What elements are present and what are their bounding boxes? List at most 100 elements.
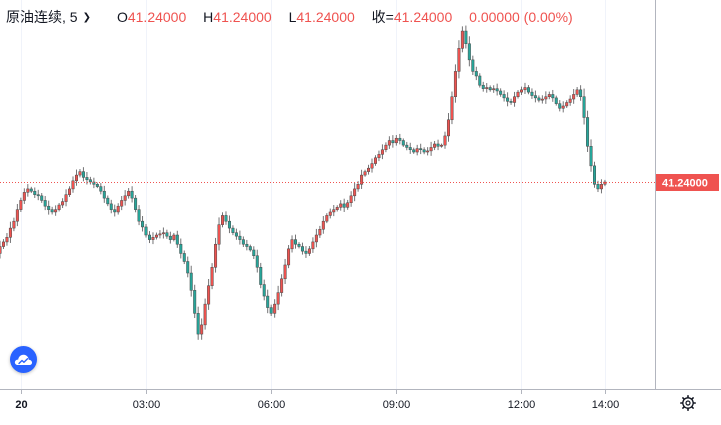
candle <box>234 228 238 240</box>
candle <box>144 223 148 238</box>
candle <box>50 206 54 215</box>
candle <box>116 203 120 215</box>
time-tick-label: 09:00 <box>383 399 411 411</box>
candle-body <box>43 200 47 207</box>
tradingview-cloud-icon[interactable] <box>10 346 37 373</box>
candle-body <box>593 165 597 185</box>
candle-body <box>210 267 214 286</box>
candle <box>516 90 520 99</box>
candle <box>582 88 586 125</box>
candle <box>189 265 193 297</box>
candle <box>255 249 259 273</box>
candle <box>64 189 68 207</box>
candle-body <box>85 177 89 180</box>
candle-body <box>307 248 311 254</box>
candle-body <box>130 190 134 199</box>
candle-body <box>12 220 16 229</box>
candle <box>36 189 40 201</box>
candle-body <box>238 235 242 240</box>
candle <box>280 274 284 297</box>
candle-body <box>134 197 138 210</box>
candle <box>464 25 468 49</box>
candle-body <box>54 209 58 213</box>
candle <box>391 135 395 148</box>
candle-body <box>259 267 263 285</box>
candle <box>481 81 485 92</box>
candle <box>85 171 89 185</box>
candle <box>457 40 461 79</box>
candle-body <box>401 140 405 146</box>
last-price-badge: 41.24000 <box>656 174 719 191</box>
candle <box>210 263 214 290</box>
candle <box>495 83 499 96</box>
candle <box>565 100 569 108</box>
candle-body <box>339 203 343 208</box>
candle <box>589 139 593 172</box>
candle <box>57 202 61 212</box>
candle-body <box>283 264 287 280</box>
price-axis[interactable] <box>656 0 721 389</box>
candle-body <box>363 171 367 176</box>
candle <box>318 225 322 238</box>
candle-body <box>558 103 562 109</box>
candle-body <box>342 203 346 208</box>
candle-body <box>481 84 485 89</box>
candle <box>196 306 200 340</box>
candle <box>540 95 544 104</box>
candle <box>120 195 124 211</box>
candles-layer <box>0 25 607 340</box>
candle <box>203 298 207 330</box>
candle <box>147 231 151 244</box>
candle-body <box>356 184 360 190</box>
candle <box>387 136 391 149</box>
candle-body <box>380 149 384 155</box>
candle-body <box>214 243 218 268</box>
candle <box>492 85 496 93</box>
candle-body <box>311 241 315 250</box>
candle <box>214 237 218 273</box>
candle-body <box>394 137 398 144</box>
candle-body <box>8 227 12 238</box>
candle-body <box>540 98 544 101</box>
candle-body <box>262 284 266 297</box>
candle <box>283 258 287 285</box>
candle <box>43 195 47 211</box>
candle <box>568 95 572 106</box>
candle-body <box>547 94 551 97</box>
candle-body <box>346 202 350 208</box>
candle <box>325 213 329 224</box>
candle-body <box>314 234 318 243</box>
candle-body <box>300 246 304 252</box>
candle-body <box>189 272 193 291</box>
candle <box>332 204 336 217</box>
candle-body <box>154 234 158 238</box>
candle-body <box>217 224 221 245</box>
candle <box>346 199 350 210</box>
candle <box>398 133 402 145</box>
candle <box>384 142 388 153</box>
candle <box>579 85 583 101</box>
gear-icon[interactable] <box>680 395 696 411</box>
candle <box>262 279 266 301</box>
candle <box>488 85 492 92</box>
candle-body <box>0 246 2 254</box>
candle-body <box>29 188 33 192</box>
chevron-down-icon[interactable]: ❯ <box>82 11 91 23</box>
change-value: 0.00000 (0.00%) <box>469 9 573 25</box>
candle-body <box>47 205 51 210</box>
candle <box>572 89 576 104</box>
candle <box>33 187 37 198</box>
candle <box>558 100 562 112</box>
symbol-title[interactable]: 原油连续, 5 <box>6 9 78 25</box>
time-axis[interactable]: 20 03:00 06:00 09:00 12:00 14:00 <box>15 390 619 411</box>
candle-body <box>387 140 391 146</box>
last-price-badge-text: 41.24000 <box>662 178 708 190</box>
candle-body <box>99 186 103 192</box>
candle <box>436 139 440 151</box>
candle-body <box>485 87 489 89</box>
candle-body <box>537 97 541 101</box>
candle <box>207 278 211 310</box>
candle-body <box>440 144 444 147</box>
